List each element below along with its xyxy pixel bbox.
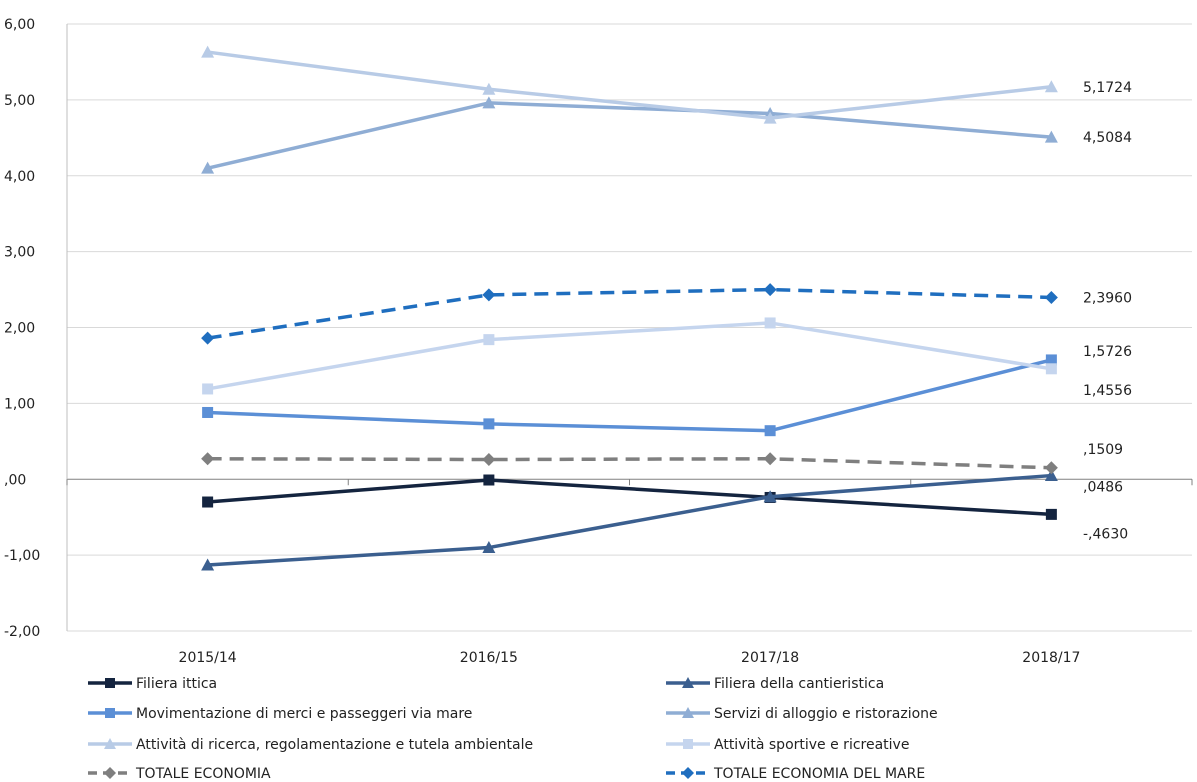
end-labels: -,4630 ,0486 1,5726 4,5084 5,1724 1,4556 ,1509…: [1083, 80, 1132, 543]
data-point: [1045, 508, 1057, 520]
data-point: [763, 111, 777, 124]
series-6: [201, 452, 1058, 475]
data-point: [1045, 363, 1057, 375]
series-2: [202, 354, 1057, 437]
y-tick-label: 1,00: [4, 396, 35, 412]
data-point: [202, 406, 214, 418]
data-point: [104, 738, 116, 749]
y-tick-label: -1,00: [4, 548, 40, 564]
series-line: [207, 457, 1052, 470]
y-tick-label: 5,00: [4, 93, 35, 109]
data-point: [483, 418, 495, 430]
x-tick-label: 2016/15: [460, 650, 518, 666]
data-point: [1044, 80, 1058, 93]
series-1: [201, 469, 1058, 571]
data-point: [482, 453, 496, 467]
series-line: [207, 478, 1052, 517]
end-value-label: 4,5084: [1083, 130, 1132, 146]
data-point: [764, 317, 776, 329]
data-point: [201, 45, 215, 58]
data-point: [482, 541, 496, 554]
legend-label: Attività sportive e ricreative: [714, 737, 909, 753]
grid-lines: [67, 23, 1192, 632]
y-tick-label: 2,00: [4, 321, 35, 337]
y-tick-label: 3,00: [4, 245, 35, 261]
data-point: [682, 707, 694, 718]
series-5: [202, 317, 1057, 395]
series-7: [201, 283, 1058, 345]
data-point: [763, 490, 777, 503]
legend-label: Servizi di alloggio e ristorazione: [714, 706, 938, 722]
data-point: [1044, 461, 1058, 475]
series-line: [207, 287, 1052, 340]
series-line: [207, 473, 1052, 567]
data-point: [483, 474, 495, 486]
y-axis: 6,00 5,00 4,00 3,00 2,00 1,00 ,00 -1,00 -2,00: [4, 17, 68, 640]
end-value-label: ,1509: [1083, 442, 1123, 458]
x-axis: 2015/14 2016/15 2017/18 2018/17: [66, 479, 1193, 666]
series-line: [207, 50, 1052, 120]
y-tick-label: 6,00: [4, 17, 35, 33]
legend-label: Movimentazione di merci e passeggeri via…: [136, 706, 472, 722]
data-point: [202, 496, 214, 508]
data-point: [201, 452, 215, 466]
data-point: [763, 452, 777, 466]
data-point: [105, 678, 115, 688]
y-tick-label: ,00: [4, 472, 26, 488]
data-point: [201, 331, 215, 345]
data-point: [104, 767, 116, 779]
series-line: [207, 101, 1052, 170]
legend-item: Filiera della cantieristica: [666, 676, 884, 692]
series-3: [201, 96, 1058, 174]
series-group: [201, 45, 1058, 571]
legend-item: Attività sportive e ricreative: [666, 737, 909, 753]
data-point: [201, 558, 215, 571]
data-point: [1044, 290, 1058, 304]
data-point: [1044, 469, 1058, 482]
legend-item: TOTALE ECONOMIA: [88, 766, 271, 782]
data-point: [1044, 130, 1058, 143]
legend-label: Filiera della cantieristica: [714, 676, 884, 692]
series-line: [207, 321, 1052, 391]
data-point: [202, 383, 214, 395]
end-value-label: ,0486: [1083, 480, 1123, 496]
end-value-label: 1,5726: [1083, 344, 1132, 360]
data-point: [763, 283, 777, 297]
x-tick-label: 2018/17: [1022, 650, 1080, 666]
data-point: [482, 288, 496, 302]
end-value-label: -,4630: [1083, 526, 1128, 542]
data-point: [482, 96, 496, 109]
data-point: [683, 739, 693, 749]
legend: Filiera ittica Filiera della cantieristic…: [88, 676, 938, 782]
data-point: [1045, 354, 1057, 366]
data-point: [482, 82, 496, 95]
series-line: [207, 358, 1052, 433]
legend-item: Filiera ittica: [88, 676, 217, 692]
legend-item: Servizi di alloggio e ristorazione: [666, 706, 938, 722]
data-point: [105, 708, 115, 718]
legend-item: TOTALE ECONOMIA DEL MARE: [666, 766, 925, 782]
y-tick-label: -2,00: [4, 624, 40, 640]
data-point: [201, 161, 215, 174]
legend-label: Attività di ricerca, regolamentazione e …: [136, 737, 533, 753]
y-tick-label: 4,00: [4, 169, 35, 185]
legend-item: Movimentazione di merci e passeggeri via…: [88, 706, 472, 722]
data-point: [483, 334, 495, 346]
end-value-label: 1,4556: [1083, 383, 1132, 399]
x-tick-label: 2017/18: [741, 650, 799, 666]
legend-item: Attività di ricerca, regolamentazione e …: [88, 737, 533, 753]
legend-label: TOTALE ECONOMIA DEL MARE: [713, 766, 925, 782]
data-point: [682, 677, 694, 688]
end-value-label: 2,3960: [1083, 290, 1132, 306]
x-tick-label: 2015/14: [179, 650, 237, 666]
legend-label: TOTALE ECONOMIA: [135, 766, 271, 782]
data-point: [764, 425, 776, 437]
legend-label: Filiera ittica: [136, 676, 217, 692]
end-value-label: 5,1724: [1083, 80, 1132, 96]
data-point: [682, 767, 694, 779]
series-4: [201, 45, 1058, 124]
